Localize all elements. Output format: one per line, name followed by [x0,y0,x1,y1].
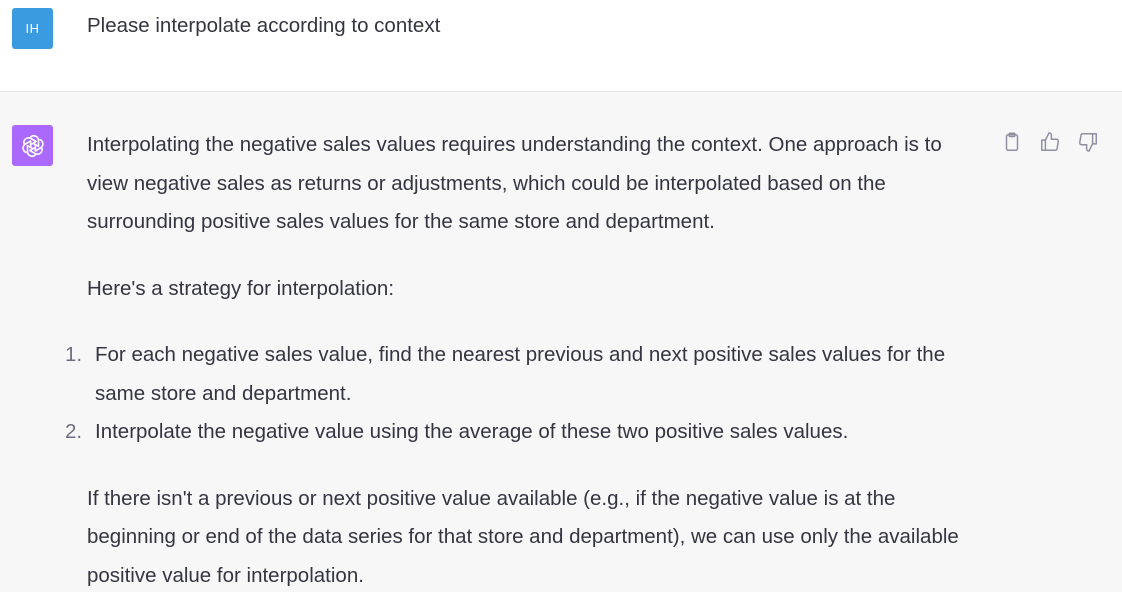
copy-button[interactable] [1000,130,1024,154]
assistant-message-row: Interpolating the negative sales values … [0,92,1122,592]
assistant-avatar [12,125,53,166]
thumbs-up-button[interactable] [1038,130,1062,154]
list-item-text: For each negative sales value, find the … [95,343,945,405]
list-item: 2. Interpolate the negative value using … [87,413,975,452]
assistant-paragraph-3: If there isn't a previous or next positi… [87,480,987,595]
list-item: 1. For each negative sales value, find t… [87,336,975,413]
list-item-number: 1. [65,336,82,375]
clipboard-icon [1001,131,1023,153]
assistant-paragraph-1: Interpolating the negative sales values … [87,126,987,242]
user-avatar: IH [12,8,53,49]
list-item-text: Interpolate the negative value using the… [95,420,848,443]
list-item-number: 2. [65,413,82,452]
openai-logo-icon [19,132,47,160]
user-message-row: IH Please interpolate according to conte… [0,0,1122,92]
assistant-message-content: Interpolating the negative sales values … [87,126,987,595]
strategy-list: 1. For each negative sales value, find t… [87,336,987,452]
thumbs-down-icon [1077,131,1099,153]
user-message-text: Please interpolate according to context [87,12,440,40]
thumbs-up-icon [1039,131,1061,153]
thumbs-down-button[interactable] [1076,130,1100,154]
message-actions [1000,130,1100,154]
assistant-paragraph-2: Here's a strategy for interpolation: [87,270,987,309]
